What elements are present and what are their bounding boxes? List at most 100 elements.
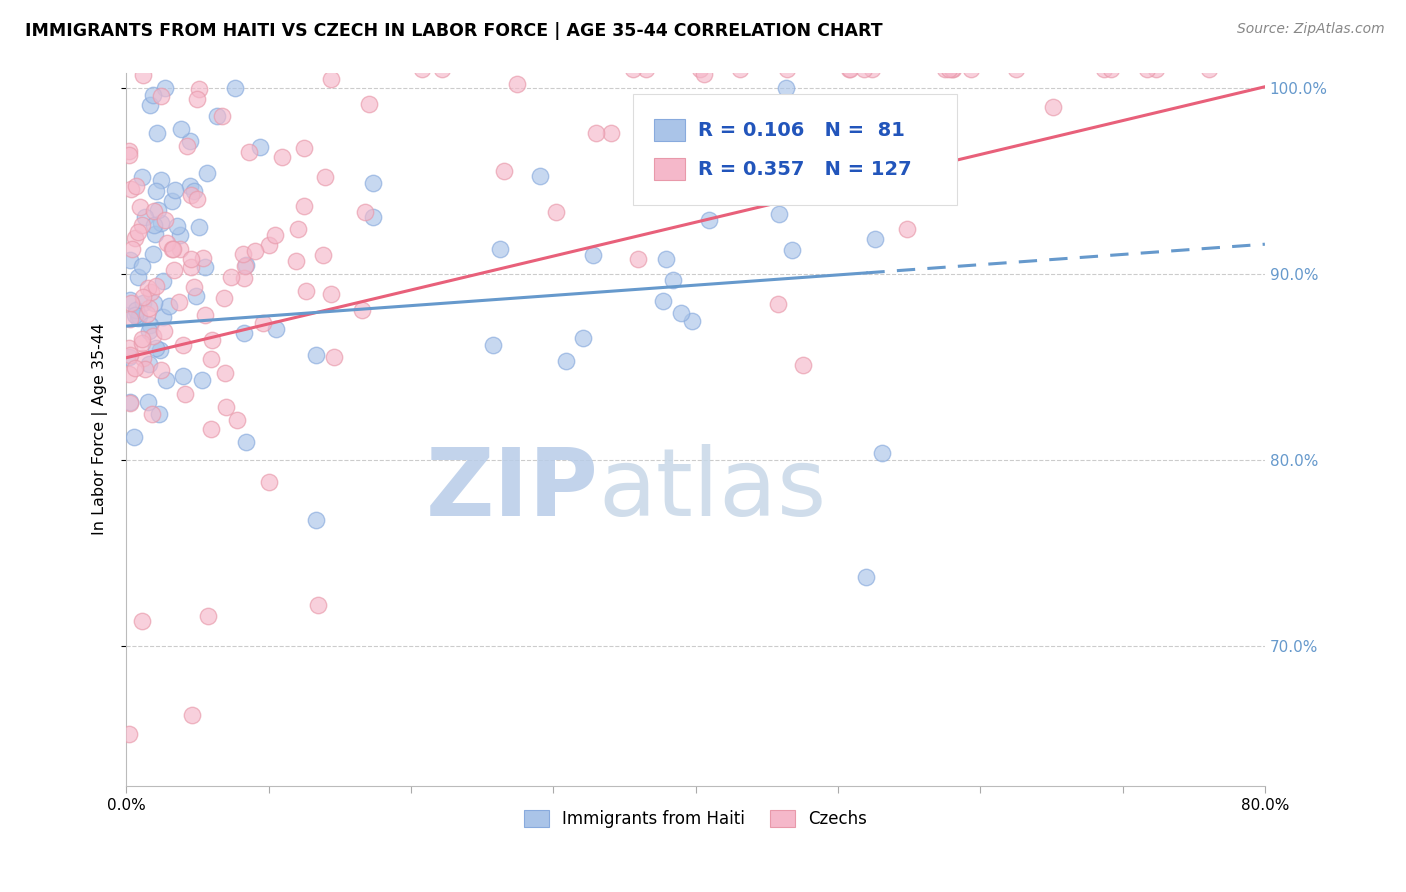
Point	[131, 68, 153, 82]
Point	[960, 62, 983, 77]
Point	[186, 92, 208, 106]
Point	[321, 71, 343, 86]
Point	[312, 248, 335, 262]
Text: IMMIGRANTS FROM HAITI VS CZECH IN LABOR FORCE | AGE 35-44 CORRELATION CHART: IMMIGRANTS FROM HAITI VS CZECH IN LABOR …	[25, 22, 883, 40]
Point	[138, 301, 160, 315]
Point	[713, 145, 735, 159]
Point	[142, 203, 165, 218]
Point	[860, 62, 883, 77]
Point	[232, 247, 254, 261]
Point	[129, 200, 152, 214]
Point	[205, 109, 228, 123]
Point	[636, 62, 658, 77]
Point	[292, 141, 315, 155]
Point	[172, 369, 194, 384]
Text: R = 0.357   N = 127: R = 0.357 N = 127	[697, 160, 911, 178]
Point	[758, 128, 780, 143]
Point	[305, 513, 328, 527]
Point	[194, 260, 217, 274]
Point	[1144, 62, 1167, 77]
Point	[655, 252, 678, 266]
Point	[157, 299, 180, 313]
Point	[481, 338, 503, 352]
Point	[357, 97, 380, 112]
Point	[142, 328, 165, 343]
Point	[672, 155, 695, 169]
Point	[150, 216, 173, 230]
Point	[600, 126, 623, 140]
Point	[179, 179, 201, 194]
Point	[170, 121, 193, 136]
Point	[183, 279, 205, 293]
Point	[1094, 62, 1116, 77]
Point	[766, 297, 789, 311]
Point	[169, 227, 191, 242]
Point	[153, 81, 176, 95]
Point	[271, 150, 294, 164]
Point	[488, 242, 510, 256]
Point	[693, 67, 716, 81]
Text: atlas: atlas	[599, 444, 827, 536]
Point	[155, 373, 177, 387]
Point	[134, 361, 156, 376]
Point	[160, 243, 183, 257]
Point	[582, 248, 605, 262]
Point	[156, 235, 179, 250]
FancyBboxPatch shape	[633, 95, 957, 205]
Point	[295, 284, 318, 298]
Point	[305, 348, 328, 362]
Point	[855, 570, 877, 584]
Point	[169, 242, 191, 256]
Point	[122, 429, 145, 443]
Point	[243, 244, 266, 259]
Point	[150, 88, 173, 103]
Point	[1198, 62, 1220, 77]
Point	[214, 366, 236, 380]
Point	[145, 184, 167, 198]
Point	[870, 446, 893, 460]
Point	[125, 302, 148, 317]
Point	[544, 205, 567, 219]
Point	[118, 293, 141, 308]
Point	[249, 140, 271, 154]
Point	[201, 333, 224, 347]
Point	[361, 210, 384, 224]
Point	[197, 166, 219, 180]
Point	[146, 126, 169, 140]
Point	[132, 351, 155, 365]
Point	[669, 306, 692, 320]
Point	[758, 161, 780, 175]
Point	[211, 109, 233, 123]
Text: Source: ZipAtlas.com: Source: ZipAtlas.com	[1237, 22, 1385, 37]
Point	[257, 238, 280, 252]
Point	[235, 258, 257, 272]
Point	[212, 291, 235, 305]
Point	[938, 62, 960, 77]
Point	[621, 62, 644, 77]
Point	[160, 194, 183, 208]
Point	[124, 360, 146, 375]
Point	[128, 309, 150, 323]
Point	[652, 293, 675, 308]
Point	[585, 126, 607, 140]
Point	[139, 98, 162, 112]
Point	[197, 609, 219, 624]
Point	[131, 218, 153, 232]
Point	[120, 296, 142, 310]
Point	[896, 222, 918, 236]
Point	[780, 243, 803, 257]
Point	[863, 231, 886, 245]
Point	[193, 309, 215, 323]
Point	[152, 310, 174, 324]
Point	[131, 614, 153, 628]
Point	[118, 144, 141, 158]
Point	[200, 351, 222, 366]
Point	[142, 219, 165, 233]
Point	[120, 396, 142, 410]
Point	[132, 296, 155, 310]
Point	[263, 227, 285, 242]
Point	[224, 81, 246, 95]
Point	[307, 598, 329, 612]
Point	[226, 413, 249, 427]
Point	[167, 295, 190, 310]
